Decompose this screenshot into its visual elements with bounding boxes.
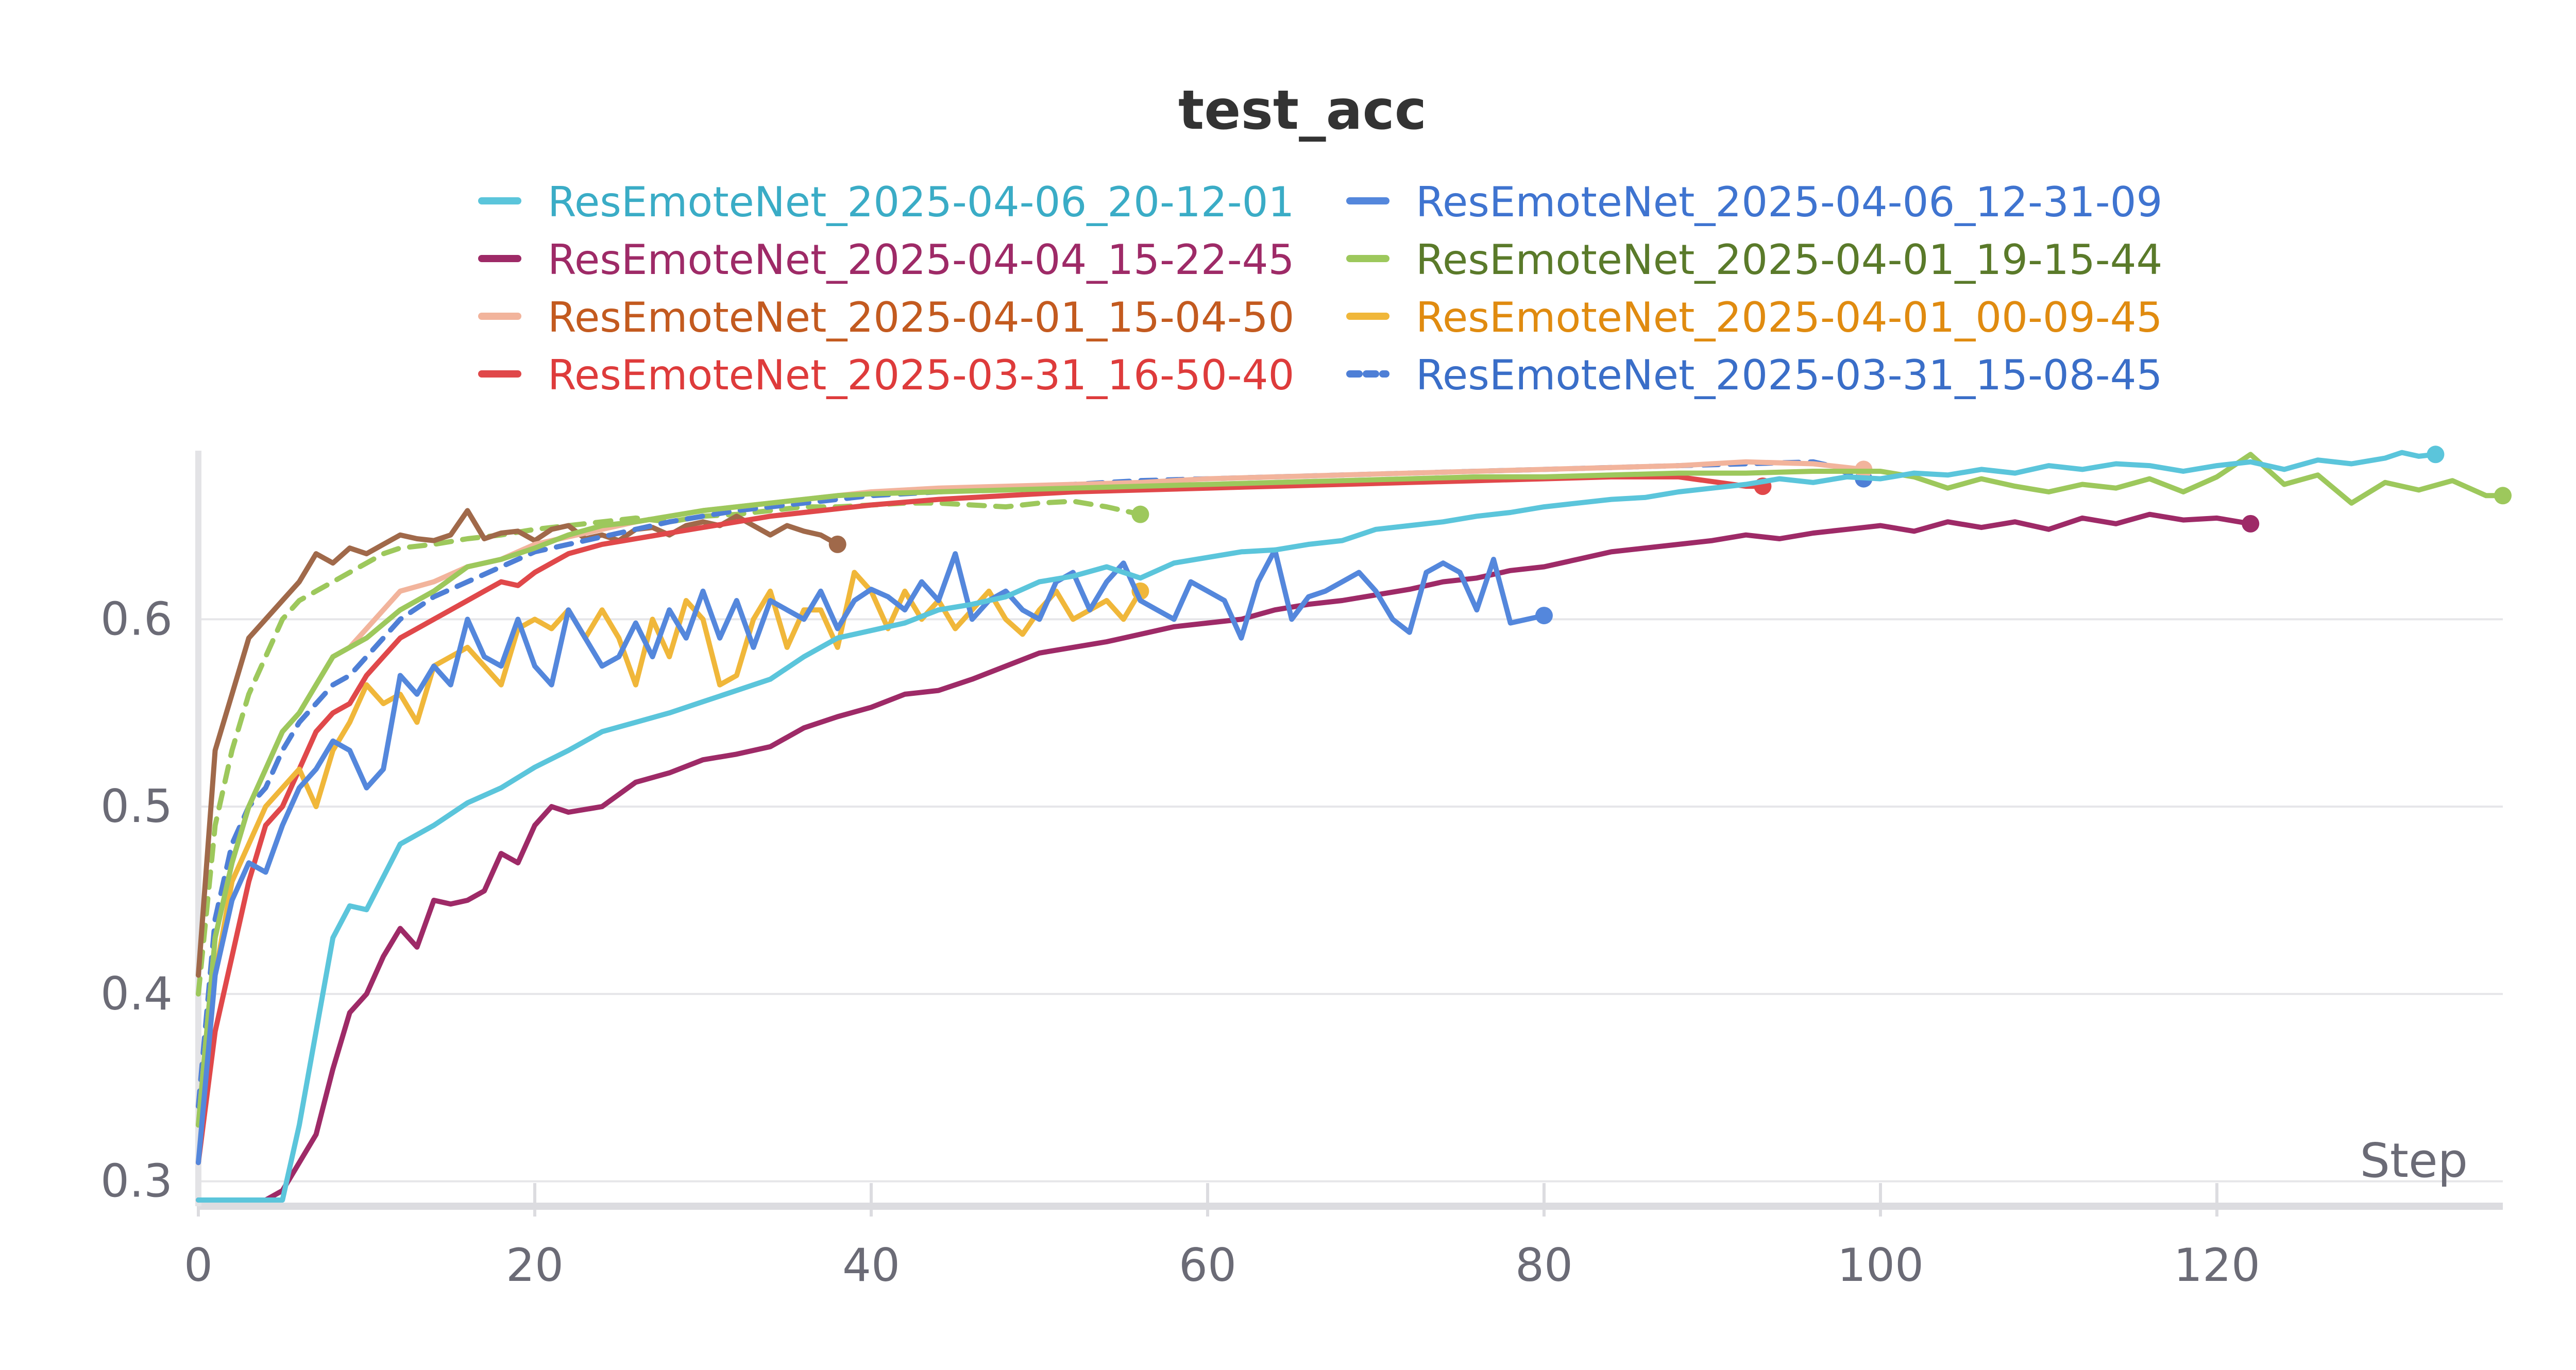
series-end-marker <box>828 535 846 553</box>
series-end-marker <box>2427 446 2445 464</box>
series-line <box>196 474 1766 1166</box>
grid-lines <box>198 618 2503 1183</box>
x-tick-label: 20 <box>506 1239 564 1292</box>
series-line <box>196 570 1143 1128</box>
y-tick-label: 0.3 <box>100 1155 173 1208</box>
chart-title: test_acc <box>1178 79 1427 142</box>
series-end-marker <box>1131 505 1149 523</box>
series-line <box>196 511 2253 1203</box>
axes: 0.3 0.4 0.5 0.6 0 20 40 60 80 100 120 <box>100 451 2503 1292</box>
series-line <box>196 450 2438 1203</box>
legend-label: ResEmoteNet_2025-04-01_00-09-45 <box>1416 294 2162 341</box>
x-tick-label: 100 <box>1837 1239 1924 1292</box>
legend-label: ResEmoteNet_2025-04-01_15-04-50 <box>548 294 1294 341</box>
legend-label: ResEmoteNet_2025-04-01_19-15-44 <box>1416 236 2162 284</box>
x-tick-label: 120 <box>2174 1239 2260 1292</box>
series-end-marker <box>2242 515 2260 533</box>
legend-label: ResEmoteNet_2025-04-06_20-12-01 <box>548 178 1294 226</box>
legend-label: ResEmoteNet_2025-03-31_16-50-40 <box>548 351 1294 399</box>
series-line <box>196 508 840 978</box>
series-line <box>196 452 2505 1128</box>
x-axis-label: Step <box>2360 1133 2468 1188</box>
x-tick-label: 0 <box>184 1239 213 1292</box>
series-end-marker <box>2494 487 2512 505</box>
series-end-marker <box>1535 607 1553 625</box>
y-tick-label: 0.4 <box>100 967 173 1020</box>
legend: ResEmoteNet_2025-04-06_20-12-01 ResEmoteN… <box>478 178 2162 399</box>
y-tick-label: 0.6 <box>100 592 173 645</box>
series-line <box>196 459 1867 1128</box>
x-tick-label: 40 <box>842 1239 900 1292</box>
series-line <box>196 459 1867 1109</box>
x-tick-label: 60 <box>1179 1239 1236 1292</box>
y-tick-label: 0.5 <box>100 780 173 833</box>
x-tick-label: 80 <box>1515 1239 1573 1292</box>
series-line <box>196 547 1547 1166</box>
legend-label: ResEmoteNet_2025-04-06_12-31-09 <box>1416 178 2162 226</box>
legend-label: ResEmoteNet_2025-04-04_15-22-45 <box>548 236 1294 284</box>
series-layer <box>196 446 2512 1203</box>
legend-label: ResEmoteNet_2025-03-31_15-08-45 <box>1416 351 2162 399</box>
